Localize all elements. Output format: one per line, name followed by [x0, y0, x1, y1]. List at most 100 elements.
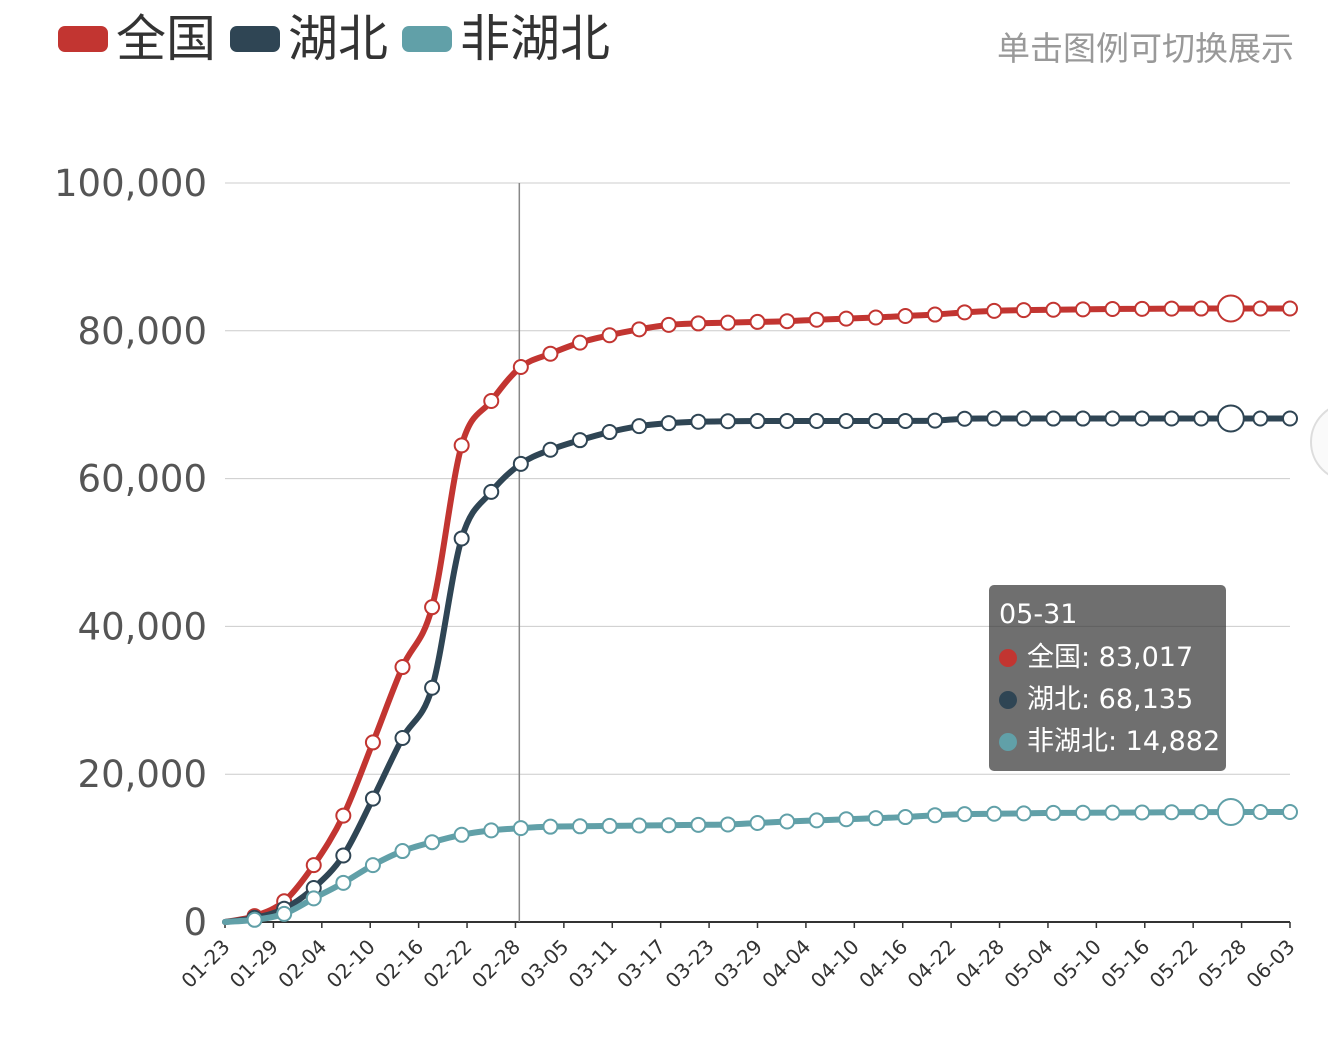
data-point-hubei: [838, 412, 855, 429]
data-point-non-hubei: [542, 818, 559, 835]
x-tick-label: 03-11: [564, 935, 622, 993]
data-point-hubei: [453, 530, 470, 547]
data-point-non-hubei: [246, 911, 263, 928]
data-point-non-hubei: [512, 820, 529, 837]
y-tick-label: 60,000: [78, 458, 207, 501]
data-point-national: [660, 316, 677, 333]
tooltip-title: 05-31: [999, 599, 1078, 630]
data-point-national: [690, 315, 707, 332]
x-tick-label: 03-29: [709, 935, 767, 993]
x-tick-label: 05-10: [1048, 935, 1106, 993]
data-point-national: [719, 314, 736, 331]
data-point-hubei: [779, 412, 796, 429]
data-point-national: [424, 599, 441, 616]
data-point-hubei: [631, 418, 648, 435]
chart-legend: 全国 湖北 非湖北: [58, 4, 624, 74]
tooltip-row-hubei: 湖北: 68,135: [999, 679, 1216, 721]
data-point-national: [1134, 300, 1151, 317]
y-tick-label: 80,000: [78, 310, 207, 353]
data-point-non-hubei: [1015, 805, 1032, 822]
data-point-national: [631, 321, 648, 338]
tooltip: 05-31 全国: 83,017 湖北: 68,135 非湖北: 14,882: [989, 585, 1226, 771]
legend-label-national: 全国: [116, 10, 216, 68]
tooltip-label-non-hubei: 非湖北: 14,882: [1027, 726, 1221, 757]
data-point-non-hubei: [1282, 804, 1298, 821]
x-tick-label: 03-17: [612, 935, 670, 993]
data-point-hubei: [542, 441, 559, 458]
data-point-non-hubei: [719, 816, 736, 833]
data-point-hubei: [749, 413, 766, 430]
data-point-non-hubei: [483, 822, 500, 839]
data-point-hubei: [1216, 404, 1245, 433]
data-point-hubei: [927, 412, 943, 429]
data-point-hubei: [808, 412, 825, 429]
tooltip-dot-non-hubei: [999, 733, 1017, 751]
data-point-national: [838, 310, 855, 327]
x-tick-label: 06-03: [1241, 935, 1299, 993]
data-point-national: [1193, 300, 1210, 317]
data-point-hubei: [424, 679, 441, 696]
x-tick-label: 05-04: [999, 935, 1057, 993]
x-tick-label: 04-16: [854, 935, 912, 993]
data-point-hubei: [1282, 410, 1298, 427]
data-point-hubei: [956, 410, 973, 427]
data-point-non-hubei: [749, 814, 766, 831]
y-tick-label: 40,000: [78, 605, 207, 648]
data-point-hubei: [660, 415, 677, 432]
data-point-hubei: [1045, 410, 1062, 427]
data-point-non-hubei: [956, 806, 973, 823]
data-point-non-hubei: [572, 818, 588, 835]
data-point-national: [749, 313, 766, 330]
data-point-hubei: [364, 790, 381, 807]
data-point-hubei: [1015, 410, 1032, 427]
data-point-national: [483, 393, 500, 410]
data-point-hubei: [719, 413, 736, 430]
legend-item-national[interactable]: 全国: [58, 4, 216, 74]
data-point-hubei: [1252, 410, 1269, 427]
data-point-non-hubei: [335, 874, 352, 891]
data-point-non-hubei: [276, 905, 293, 922]
data-point-non-hubei: [394, 843, 411, 860]
x-tick-label: 03-23: [661, 935, 719, 993]
y-tick-label: 20,000: [78, 753, 207, 796]
legend-item-non-hubei[interactable]: 非湖北: [402, 4, 610, 74]
x-tick-label: 04-22: [903, 935, 961, 993]
data-point-hubei: [1134, 410, 1151, 427]
data-point-non-hubei: [364, 857, 381, 874]
data-point-non-hubei: [838, 811, 855, 828]
tooltip-row-non-hubei: 非湖北: 14,882: [999, 721, 1220, 763]
x-tick-label: 04-10: [806, 935, 864, 993]
data-point-non-hubei: [690, 816, 707, 833]
legend-swatch-hubei: [230, 26, 280, 52]
data-point-hubei: [867, 412, 884, 429]
x-tick-label: 05-16: [1096, 935, 1154, 993]
data-point-national: [1045, 301, 1062, 318]
data-point-non-hubei: [1074, 804, 1091, 821]
data-point-national: [364, 734, 381, 751]
data-point-national: [512, 359, 529, 376]
legend-swatch-national: [58, 26, 108, 52]
x-tick-label: 03-05: [515, 935, 573, 993]
data-point-national: [335, 807, 352, 824]
data-point-non-hubei: [601, 817, 618, 834]
y-tick-label: 0: [183, 901, 207, 944]
tooltip-dot-national: [999, 649, 1017, 667]
tooltip-dot-hubei: [999, 691, 1017, 709]
x-tick-label: 04-28: [951, 935, 1009, 993]
data-point-national: [305, 857, 322, 874]
data-point-hubei: [601, 424, 618, 441]
data-point-national: [1216, 294, 1245, 323]
data-point-hubei: [394, 729, 411, 746]
data-point-national: [1163, 300, 1180, 317]
data-point-national: [1252, 300, 1269, 317]
data-point-national: [453, 437, 470, 454]
data-point-non-hubei: [631, 817, 648, 834]
data-point-hubei: [897, 412, 914, 429]
data-point-national: [808, 311, 825, 328]
data-point-hubei: [1163, 410, 1180, 427]
data-point-non-hubei: [424, 834, 441, 851]
legend-item-hubei[interactable]: 湖北: [230, 4, 388, 74]
legend-label-hubei: 湖北: [288, 10, 388, 68]
tooltip-label-national: 全国: 83,017: [1027, 642, 1194, 673]
